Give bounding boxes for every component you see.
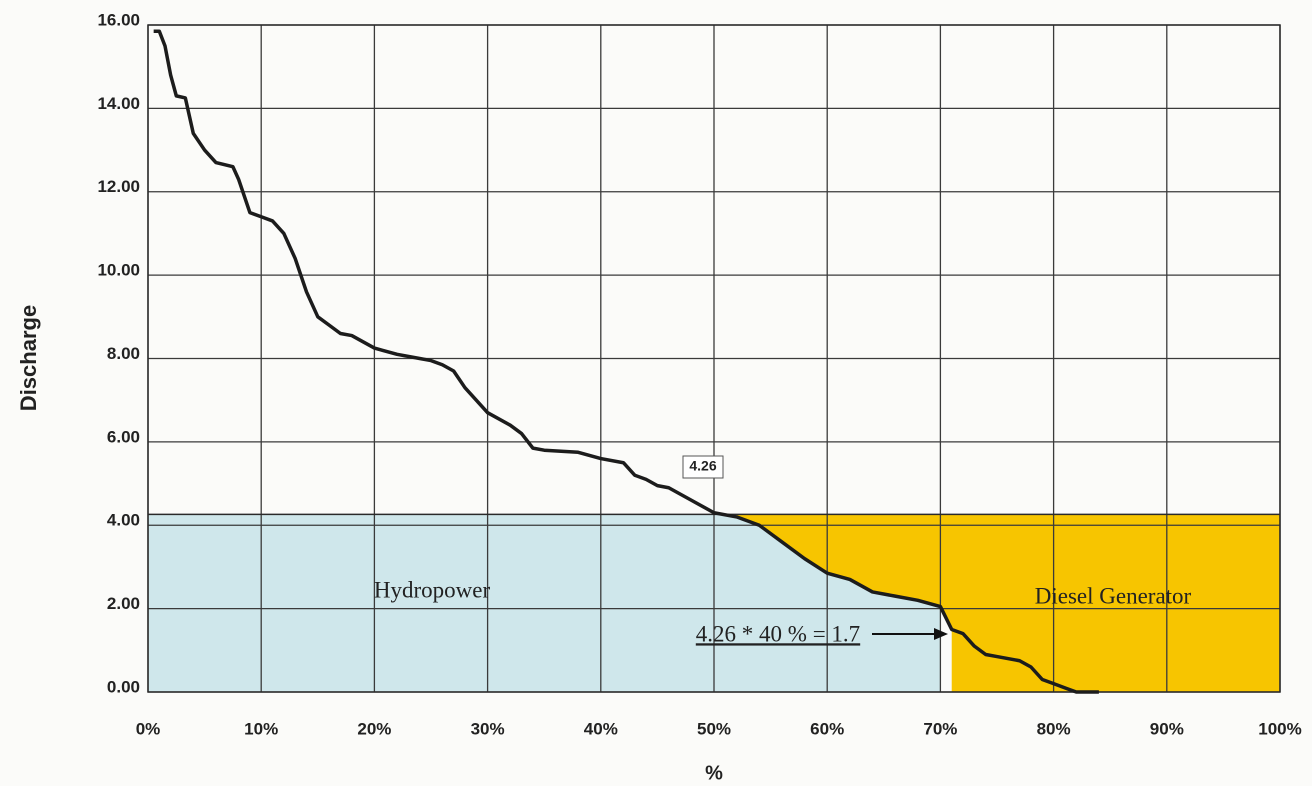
y-tick-label: 4.00: [107, 511, 140, 530]
y-axis-label: Discharge: [16, 305, 41, 411]
y-tick-label: 10.00: [97, 261, 140, 280]
x-tick-label: 60%: [810, 719, 844, 738]
y-tick-label: 2.00: [107, 594, 140, 613]
x-tick-label: 90%: [1150, 719, 1184, 738]
y-tick-label: 14.00: [97, 94, 140, 113]
y-tick-label: 16.00: [97, 10, 140, 29]
x-tick-label: 30%: [471, 719, 505, 738]
y-tick-label: 6.00: [107, 427, 140, 446]
x-tick-label: 40%: [584, 719, 618, 738]
region-label: Hydropower: [374, 577, 491, 602]
x-tick-label: 20%: [357, 719, 391, 738]
annotation: 4.26 * 40 % = 1.7: [696, 621, 860, 646]
x-tick-label: 100%: [1258, 719, 1301, 738]
y-tick-label: 0.00: [107, 677, 140, 696]
region: [148, 514, 941, 692]
region-label: Diesel Generator: [1035, 583, 1192, 608]
x-tick-label: 80%: [1037, 719, 1071, 738]
y-tick-label: 8.00: [107, 344, 140, 363]
threshold-label: 4.26: [689, 458, 716, 474]
x-tick-label: 0%: [136, 719, 161, 738]
region: [153, 514, 1280, 692]
x-tick-label: 10%: [244, 719, 278, 738]
x-tick-label: 50%: [697, 719, 731, 738]
curve-layer: [153, 29, 1099, 694]
duration-curve: [153, 29, 1099, 694]
regions: [148, 514, 1280, 692]
arrow-head: [934, 628, 948, 640]
x-axis-label: %: [705, 762, 723, 784]
plot-border: [147, 24, 1281, 693]
x-tick-label: 70%: [923, 719, 957, 738]
y-tick-label: 12.00: [97, 177, 140, 196]
threshold-box: [682, 455, 724, 479]
